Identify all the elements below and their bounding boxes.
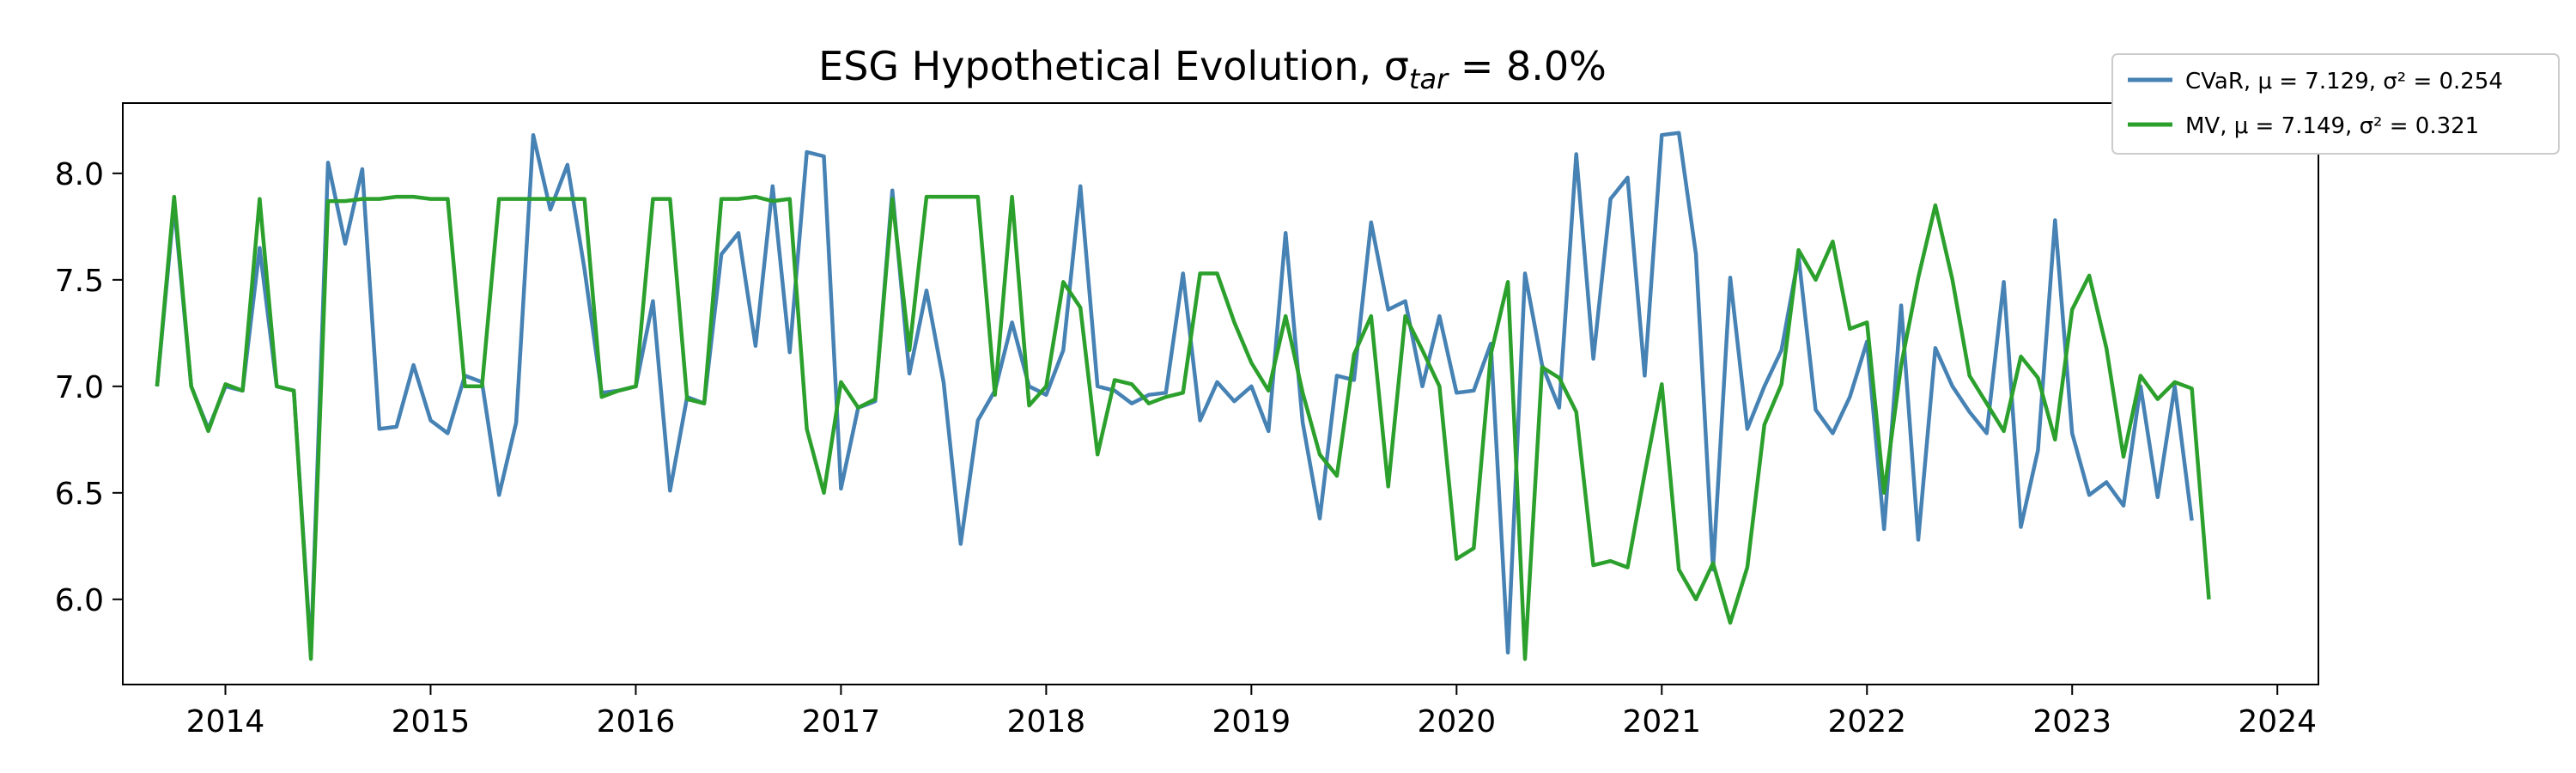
- x-tick-label: 2017: [802, 704, 881, 740]
- x-tick-label: 2021: [1622, 704, 1701, 740]
- x-tick-label: 2019: [1212, 704, 1291, 740]
- y-tick-label: 6.5: [55, 477, 104, 512]
- y-tick-label: 8.0: [55, 157, 104, 192]
- series-layer: [155, 131, 2211, 661]
- x-tick-label: 2020: [1418, 704, 1497, 740]
- title-suffix: = 8.0%: [1448, 43, 1607, 89]
- y-tick-label: 7.0: [55, 370, 104, 405]
- title-subscript: tar: [1409, 63, 1449, 95]
- legend-label-cvar: CVaR, μ = 7.129, σ² = 0.254: [2185, 69, 2503, 94]
- x-tick-label: 2024: [2238, 704, 2317, 740]
- chart-title: ESG Hypothetical Evolution, σtar = 8.0%: [818, 43, 1607, 95]
- series-line-mv: [155, 194, 2211, 661]
- legend-label-mv: MV, μ = 7.149, σ² = 0.321: [2185, 113, 2479, 139]
- x-tick-label: 2015: [392, 704, 471, 740]
- y-axis: 6.0 6.5 7.0 7.5 8.0: [55, 157, 123, 618]
- title-main: ESG Hypothetical Evolution, σ: [818, 43, 1409, 89]
- x-tick-label: 2016: [597, 704, 676, 740]
- legend-entry-cvar: CVaR, μ = 7.129, σ² = 0.254: [2128, 69, 2503, 94]
- legend-entry-mv: MV, μ = 7.149, σ² = 0.321: [2128, 113, 2479, 139]
- legend: CVaR, μ = 7.129, σ² = 0.254 MV, μ = 7.14…: [2111, 53, 2560, 155]
- legend-box: [2111, 53, 2560, 155]
- y-tick-label: 7.5: [55, 264, 104, 299]
- x-tick-label: 2014: [186, 704, 265, 740]
- x-tick-label: 2023: [2032, 704, 2111, 740]
- x-tick-label: 2022: [1827, 704, 1906, 740]
- plot-area: [122, 102, 2319, 685]
- y-tick-label: 6.0: [55, 583, 104, 618]
- x-tick-label: 2018: [1007, 704, 1086, 740]
- x-axis: 2014 2015 2016 2017 2018 2019 2020 2021 2022 2023…: [186, 685, 2317, 740]
- series-line-cvar: [155, 131, 2194, 655]
